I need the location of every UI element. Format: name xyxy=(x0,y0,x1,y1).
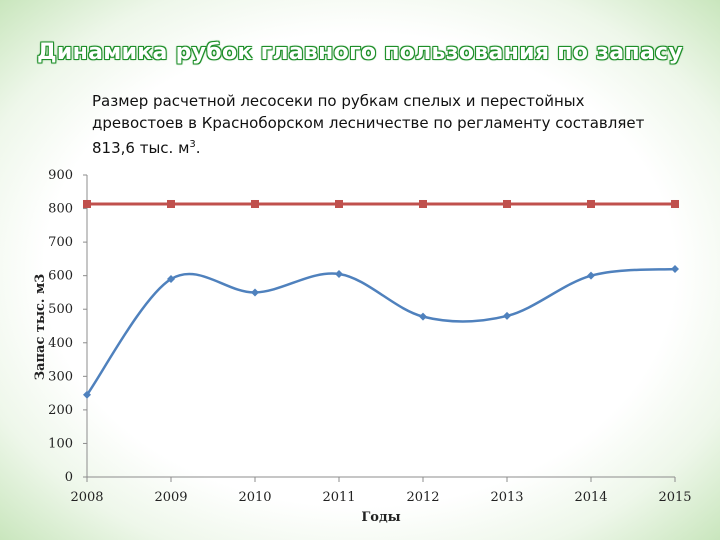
y-tick-label: 500 xyxy=(48,302,73,317)
y-tick-label: 200 xyxy=(48,403,73,418)
slide-title: Динамика рубок главного пользования по з… xyxy=(37,40,683,65)
series-2-point xyxy=(671,199,679,208)
series-1-point xyxy=(167,275,175,284)
series-2-point xyxy=(167,199,175,208)
chart-axes xyxy=(83,174,676,482)
chart-series xyxy=(83,199,679,399)
x-tick-label: 2013 xyxy=(490,490,523,505)
x-tick-labels: 2008 2009 2010 2011 2012 2013 2014 2015 xyxy=(70,490,691,505)
x-tick-label: 2012 xyxy=(406,490,439,505)
x-tick-label: 2008 xyxy=(70,490,103,505)
series-2-point xyxy=(419,199,427,208)
y-tick-label: 900 xyxy=(48,168,73,183)
y-tick-label: 300 xyxy=(48,369,73,384)
subtitle-period: . xyxy=(195,139,201,157)
series-1-point xyxy=(671,264,679,273)
series-1-point xyxy=(335,269,343,278)
y-tick-label: 100 xyxy=(48,436,73,451)
x-tick-label: 2014 xyxy=(574,490,607,505)
x-tick-label: 2009 xyxy=(154,490,187,505)
subtitle-text: Размер расчетной лесосеки по рубкам спел… xyxy=(92,92,645,157)
x-tick-label: 2011 xyxy=(322,490,355,505)
y-tick-label: 700 xyxy=(48,235,73,250)
y-tick-label: 600 xyxy=(48,269,73,284)
y-tick-labels: 0 100 200 300 400 500 600 700 800 900 xyxy=(48,168,73,485)
y-axis-title: Запас тыс. м3 xyxy=(33,274,48,381)
series-2-point xyxy=(503,199,511,208)
series-2-point xyxy=(251,199,259,208)
subtitle-superscript: 3 xyxy=(189,139,196,150)
series-2-point xyxy=(83,199,91,208)
y-tick-label: 400 xyxy=(48,336,73,351)
series-1-point xyxy=(251,288,259,297)
x-tick-label: 2010 xyxy=(238,490,271,505)
x-axis-title: Годы xyxy=(361,510,400,525)
series-1-point xyxy=(83,390,91,399)
x-tick-label: 2015 xyxy=(658,490,691,505)
series-line-1 xyxy=(85,267,676,396)
slide-subtitle: Размер расчетной лесосеки по рубкам спел… xyxy=(92,90,652,159)
series-1-point xyxy=(587,271,595,280)
y-tick-label: 800 xyxy=(48,202,73,217)
series-2-point xyxy=(335,199,343,208)
series-1-point xyxy=(419,312,427,321)
series-2-point xyxy=(587,199,595,208)
y-tick-label: 0 xyxy=(65,470,73,485)
series-1-point xyxy=(503,311,511,320)
